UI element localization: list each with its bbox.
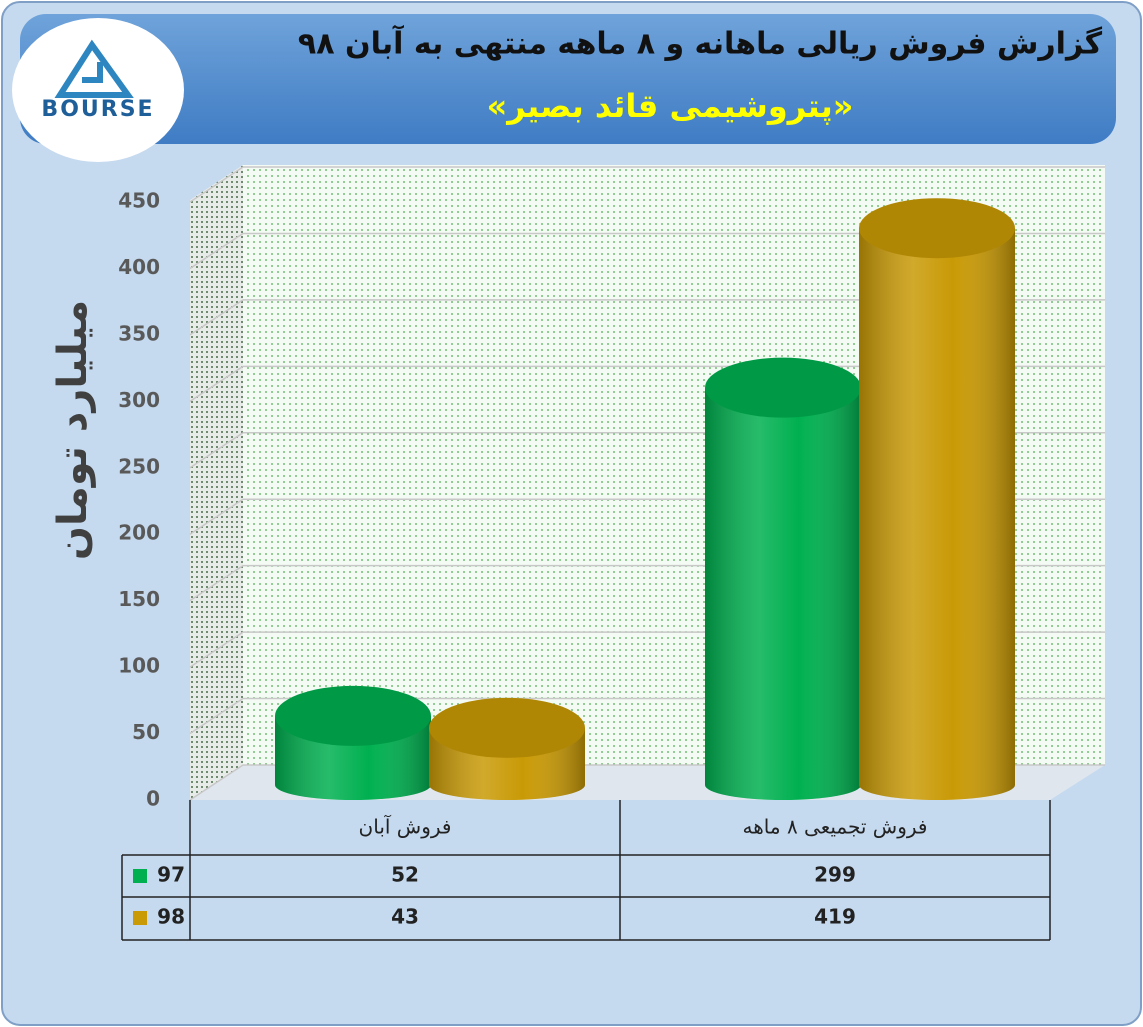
- grid-line: [189, 631, 244, 668]
- grid-line: [189, 697, 244, 735]
- grid-line: [189, 166, 244, 203]
- cylinder-top-shade: [275, 685, 431, 746]
- grid-line: [189, 498, 244, 535]
- y-tick-label: 350: [118, 321, 160, 345]
- logo-badge: [12, 18, 184, 162]
- grid-line: [189, 432, 244, 469]
- x-tick-label: فروش آبان: [359, 814, 452, 839]
- cylinder-shade: [859, 228, 1015, 800]
- grid-line: [189, 565, 244, 602]
- grid-line: [189, 299, 244, 336]
- cylinder-top-shade: [859, 198, 1015, 259]
- y-tick-label: 50: [132, 720, 160, 744]
- x-tick-label: فروش تجمیعی ٨ ماهه: [743, 815, 928, 839]
- legend-label: 98: [157, 905, 185, 929]
- y-tick-label: 0: [146, 787, 160, 811]
- chart-subtitle: «پتروشیمی قائد بصیر»: [487, 87, 854, 125]
- legend-label: 97: [157, 863, 185, 887]
- logo-text: BOURSE: [41, 97, 154, 122]
- bars: [275, 198, 1015, 800]
- cylinder-top: [705, 357, 861, 418]
- side-wall: [190, 165, 243, 800]
- legend-swatch: [133, 869, 147, 883]
- y-tick-label: 200: [118, 521, 160, 545]
- header-banner: [20, 14, 1116, 144]
- grid-line: [189, 232, 244, 270]
- cylinder-top-shade: [429, 697, 585, 758]
- grid-line: [189, 764, 244, 801]
- cylinder: [859, 198, 1015, 800]
- table-value: 43: [391, 905, 419, 929]
- y-tick-label: 450: [118, 189, 160, 213]
- cylinder-top: [429, 697, 585, 758]
- y-tick-label: 300: [118, 388, 160, 412]
- cylinder: [429, 697, 585, 800]
- cylinder-shade: [705, 387, 861, 800]
- table-value: 299: [814, 863, 856, 887]
- cylinder: [275, 685, 431, 800]
- table-value: 419: [814, 905, 856, 929]
- cylinder-top: [275, 685, 431, 746]
- y-tick-label: 400: [118, 255, 160, 279]
- cylinder: [705, 357, 861, 800]
- data-table: فروش آبان فروش تجمیعی ٨ ماهه 97 52 299 98 43 41…: [121, 800, 1051, 941]
- y-tick-label: 250: [118, 454, 160, 478]
- logo-icon: [54, 39, 134, 98]
- y-tick-label: 100: [118, 654, 160, 678]
- grid-line: [189, 365, 244, 402]
- legend-swatch: [133, 911, 147, 925]
- chart-title: گزارش فروش ریالی ماهانه و ٨ ماهه منتهی ب…: [298, 25, 1103, 62]
- y-tick-label: 150: [118, 587, 160, 611]
- y-axis-label: میلیارد تومان: [50, 300, 96, 560]
- cylinder-top-shade: [705, 357, 861, 418]
- table-value: 52: [391, 863, 419, 887]
- cylinder-top: [859, 198, 1015, 259]
